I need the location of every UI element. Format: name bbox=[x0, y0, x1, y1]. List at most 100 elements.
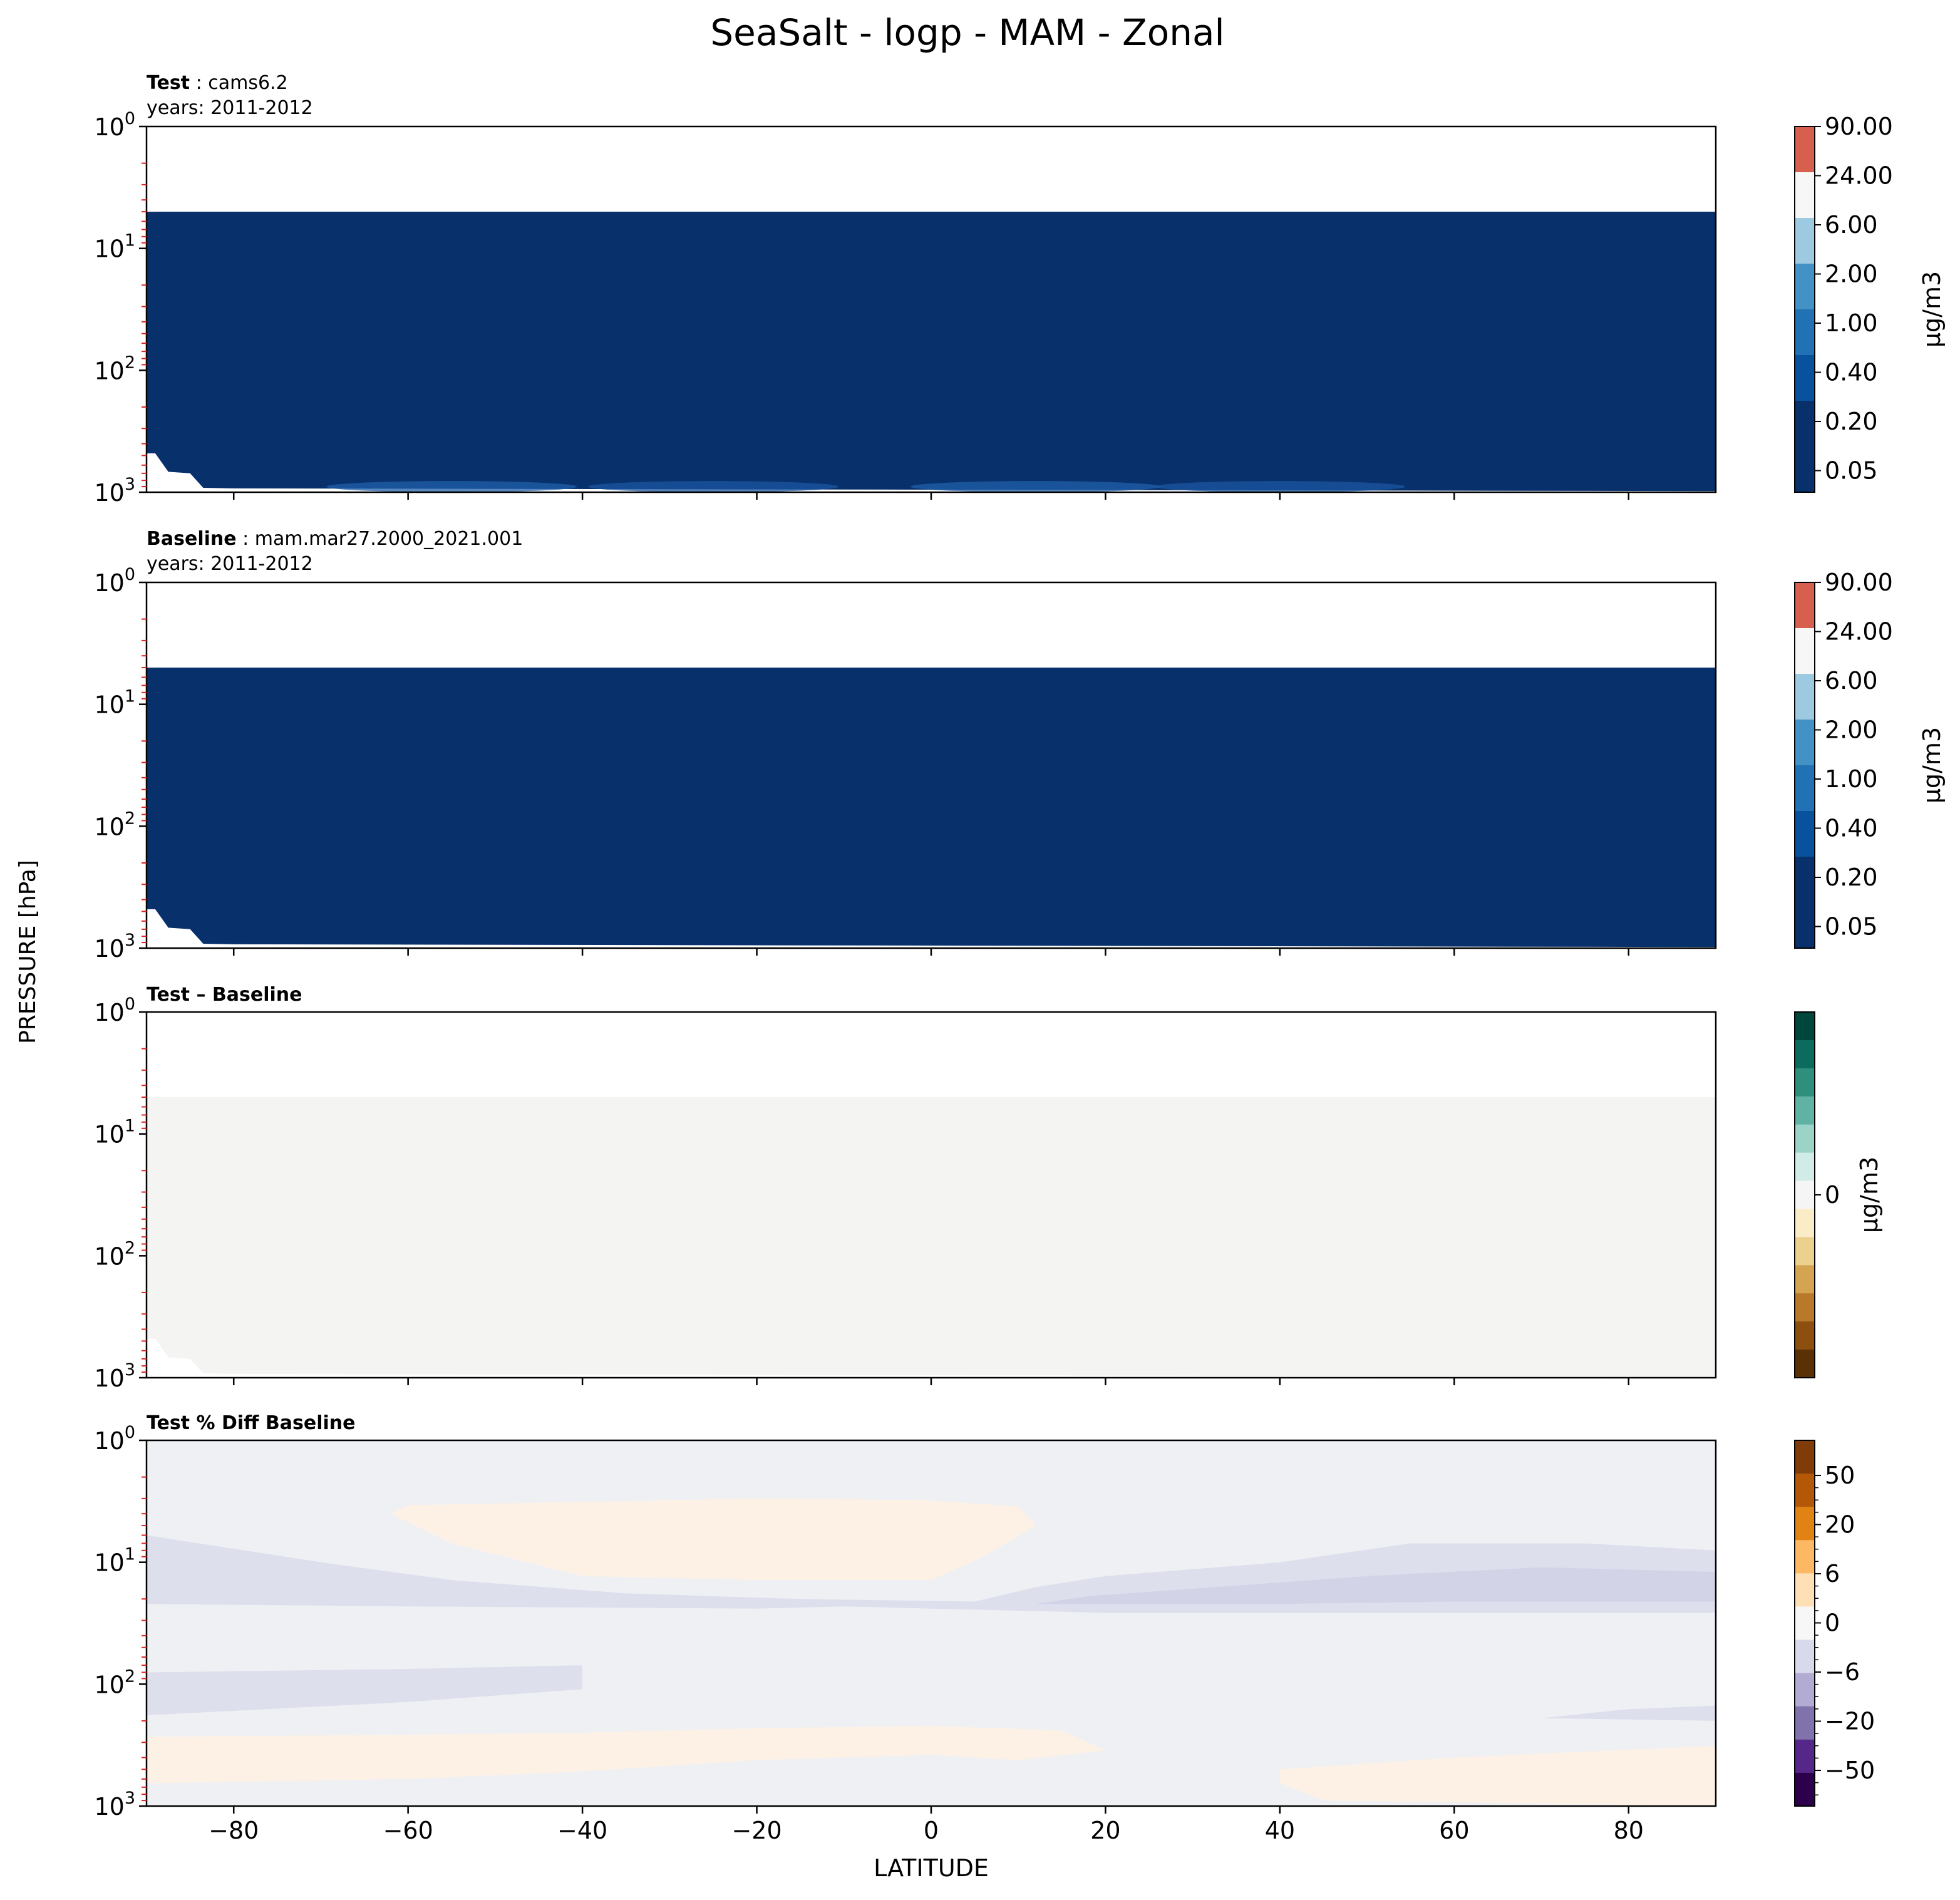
colorbar-tick-label: 0.05 bbox=[1825, 457, 1878, 485]
y-tick-label: 101 bbox=[94, 1545, 135, 1577]
panel-header-bold: Baseline bbox=[147, 528, 237, 550]
figure-title: SeaSalt - logp - MAM - Zonal bbox=[710, 11, 1224, 54]
shared-xlabel: LATITUDE bbox=[874, 1854, 989, 1882]
contour-near-surface-positive-right bbox=[1279, 1745, 1716, 1806]
colorbar-segment bbox=[1795, 126, 1815, 173]
y-tick-label: 100 bbox=[94, 565, 135, 597]
panel-header: Test % Diff Baseline bbox=[147, 1412, 356, 1434]
colorbar-tick-label: 90.00 bbox=[1825, 569, 1893, 596]
contour-mid-positive bbox=[390, 1498, 1036, 1581]
surface-band bbox=[1154, 481, 1405, 493]
y-tick-label: 103 bbox=[94, 1789, 135, 1820]
y-tick-label: 103 bbox=[94, 1360, 135, 1392]
colorbar-segment bbox=[1795, 1180, 1815, 1209]
y-tick-exp: 2 bbox=[125, 1666, 135, 1686]
colorbar-segment bbox=[1795, 447, 1815, 493]
y-tick-label: 100 bbox=[94, 994, 135, 1026]
panel-header-name: : mam.mar27.2000_2021.001 bbox=[237, 528, 524, 550]
surface-band bbox=[587, 481, 838, 493]
y-tick-exp: 0 bbox=[125, 565, 135, 584]
y-tick-label: 103 bbox=[94, 475, 135, 507]
colorbar-tick-label: 50 bbox=[1825, 1462, 1855, 1489]
colorbar-tick-label: 20 bbox=[1825, 1511, 1855, 1539]
y-tick-label: 102 bbox=[94, 353, 135, 385]
colorbar-frame bbox=[1794, 126, 1815, 493]
y-tick-exp: 3 bbox=[125, 1360, 135, 1380]
y-tick-exp: 0 bbox=[125, 994, 135, 1014]
y-tick-base: 10 bbox=[94, 1365, 124, 1392]
colorbar-segment bbox=[1795, 1321, 1815, 1350]
colorbar: 90.00 24.00 6.00 2.00 1.00 0.40 0.20 0.05 µg/m3 bbox=[1794, 113, 1946, 493]
x-tick-label: 20 bbox=[1090, 1817, 1120, 1844]
y-tick-exp: 0 bbox=[125, 109, 135, 128]
y-tick-label: 101 bbox=[94, 687, 135, 719]
data-fill bbox=[147, 212, 1716, 492]
x-tick-label: −20 bbox=[731, 1817, 781, 1844]
colorbar-segment bbox=[1795, 309, 1815, 356]
y-tick-base: 10 bbox=[94, 1549, 124, 1577]
panel-header-years: years: 2011-2012 bbox=[147, 97, 313, 119]
y-tick-exp: 2 bbox=[125, 1238, 135, 1257]
colorbar-tick-label: 6 bbox=[1825, 1560, 1840, 1588]
colorbar-segment bbox=[1795, 1772, 1815, 1807]
colorbar-label: µg/m3 bbox=[1918, 271, 1946, 348]
colorbar-segment bbox=[1795, 1739, 1815, 1774]
colorbar: 90.00 24.00 6.00 2.00 1.00 0.40 0.20 0.05 µg/m3 bbox=[1794, 569, 1946, 949]
y-tick-label: 100 bbox=[94, 1423, 135, 1455]
shared-ylabel: PRESSURE [hPa] bbox=[15, 860, 41, 1044]
surface-band bbox=[326, 481, 577, 493]
colorbar-segment bbox=[1795, 811, 1815, 857]
y-tick-base: 10 bbox=[94, 813, 124, 840]
colorbar-segment bbox=[1795, 1209, 1815, 1237]
colorbar-segment bbox=[1795, 1540, 1815, 1574]
colorbar-segment bbox=[1795, 1706, 1815, 1740]
colorbar-segment bbox=[1795, 857, 1815, 903]
y-tick-exp: 3 bbox=[125, 1789, 135, 1808]
colorbar-tick-label: 24.00 bbox=[1825, 618, 1893, 646]
colorbar-tick-label: 2.00 bbox=[1825, 716, 1878, 744]
colorbar-segment bbox=[1795, 628, 1815, 674]
contour-upper-strong-negative bbox=[1036, 1567, 1716, 1604]
colorbar-tick-label: −20 bbox=[1825, 1708, 1875, 1735]
colorbar-segment bbox=[1795, 674, 1815, 720]
data-fill bbox=[147, 1097, 1716, 1378]
colorbar-tick-label: 0.20 bbox=[1825, 408, 1878, 435]
y-tick-label: 103 bbox=[94, 931, 135, 963]
colorbar-segment bbox=[1795, 1639, 1815, 1674]
panel-header: Test : cams6.2 bbox=[147, 72, 288, 94]
data-fill bbox=[147, 668, 1716, 948]
colorbar-segment bbox=[1795, 1440, 1815, 1474]
colorbar-segment bbox=[1795, 172, 1815, 219]
surface-band bbox=[910, 481, 1162, 493]
y-tick-label: 101 bbox=[94, 1117, 135, 1149]
y-tick-base: 10 bbox=[94, 479, 124, 507]
colorbar-tick-label: 1.00 bbox=[1825, 309, 1878, 337]
contour-lower-negative-right bbox=[1541, 1705, 1716, 1721]
contour-near-surface-positive bbox=[147, 1726, 1106, 1784]
colorbar-segment bbox=[1795, 355, 1815, 401]
panel-header-bold: Test bbox=[147, 72, 190, 94]
colorbar-frame bbox=[1794, 582, 1815, 949]
colorbar-label: µg/m3 bbox=[1855, 1157, 1883, 1233]
colorbar-segment bbox=[1795, 1573, 1815, 1607]
colorbar-tick-label: 0.40 bbox=[1825, 359, 1878, 386]
x-tick-label: 40 bbox=[1265, 1817, 1295, 1844]
y-tick-base: 10 bbox=[94, 1793, 124, 1820]
colorbar-segment bbox=[1795, 902, 1815, 949]
y-tick-label: 102 bbox=[94, 808, 135, 840]
colorbar-tick-label: 2.00 bbox=[1825, 261, 1878, 288]
x-tick-label: 0 bbox=[924, 1817, 939, 1844]
colorbar-segment bbox=[1795, 1237, 1815, 1266]
colorbar-segment bbox=[1795, 1265, 1815, 1294]
y-tick-label: 102 bbox=[94, 1666, 135, 1698]
y-tick-base: 10 bbox=[94, 935, 124, 963]
x-tick-label: −40 bbox=[557, 1817, 607, 1844]
colorbar-tick-label: 0 bbox=[1825, 1181, 1840, 1209]
y-tick-base: 10 bbox=[94, 1121, 124, 1149]
colorbar-segment bbox=[1795, 1606, 1815, 1641]
panel-header: Test – Baseline bbox=[147, 984, 302, 1006]
colorbar-tick-label: −50 bbox=[1825, 1757, 1875, 1784]
colorbar-segment bbox=[1795, 1068, 1815, 1097]
